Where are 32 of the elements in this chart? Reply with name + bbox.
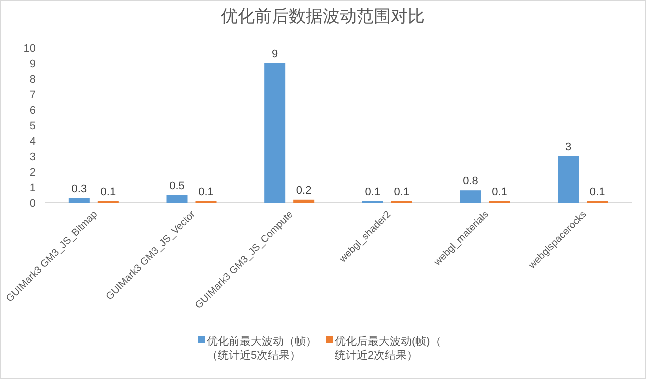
chart-title: 优化前后数据波动范围对比 [221,7,425,26]
bar [68,198,90,203]
y-tick-label: 9 [30,58,36,70]
y-tick-label: 3 [30,152,36,164]
data-label: 0.1 [590,186,606,198]
data-label: 0.1 [365,186,381,198]
bar [264,64,286,203]
y-tick-label: 6 [30,105,36,117]
bar [558,156,580,203]
data-label: 0.5 [170,180,185,192]
y-tick-label: 5 [30,120,36,132]
y-tick-label: 10 [24,43,36,55]
data-label: 9 [272,48,278,60]
data-label: 0.1 [394,186,410,198]
y-tick-label: 7 [30,90,36,102]
y-tick-label: 8 [30,74,36,86]
data-label: 3 [566,142,572,154]
legend-label: 优化前最大波动（帧）（统计近5次结果） [207,335,317,362]
bar [166,195,188,203]
bar [460,190,482,203]
bar [294,200,315,203]
legend-label: 优化后最大波动(帧)（统计近2次结果） [335,335,442,362]
data-label: 0.2 [296,184,312,197]
y-tick-label: 0 [30,198,36,210]
y-tick-label: 1 [30,182,36,194]
data-label: 0.8 [463,176,478,188]
y-tick-label: 2 [30,167,36,179]
data-label: 0.1 [100,186,116,198]
data-label: 0.3 [72,183,88,196]
data-label: 0.1 [198,186,214,198]
data-label: 0.1 [492,186,508,198]
y-tick-label: 4 [30,136,36,148]
